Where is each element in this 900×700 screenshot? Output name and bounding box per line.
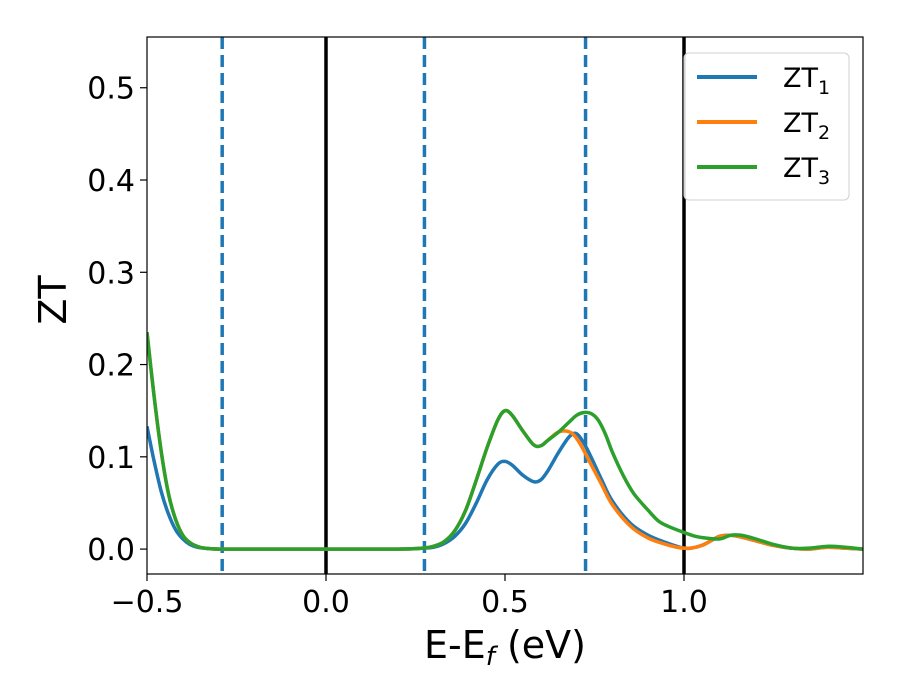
y-tick-label: 0.3 (87, 256, 135, 291)
y-axis-title: ZT (31, 275, 75, 325)
y-tick-label: 0.4 (87, 164, 135, 199)
x-tick-label: 0.5 (481, 585, 529, 620)
y-tick-label: 0.5 (87, 72, 135, 107)
legend-label-1: ZT1 (783, 63, 830, 99)
x-tick-label: 0.0 (302, 585, 350, 620)
y-axis-ticks: 0.0 0.1 0.2 0.3 0.4 0.5 (87, 72, 147, 568)
x-tick-label: −0.5 (111, 585, 184, 620)
series-line-3 (147, 332, 863, 551)
x-axis-ticks: −0.5 0.0 0.5 1.0 (111, 574, 708, 620)
series-lines (147, 332, 863, 551)
legend-label-3: ZT3 (783, 153, 830, 189)
legend-box (683, 52, 850, 201)
y-tick-label: 0.1 (87, 441, 135, 476)
legend-label-2: ZT2 (783, 108, 830, 144)
legend: ZT1 ZT2 ZT3 (683, 52, 850, 201)
x-tick-label: 1.0 (660, 585, 708, 620)
y-tick-label: 0.0 (87, 533, 135, 568)
reference-lines (220, 37, 686, 574)
series-line-1 (147, 426, 863, 551)
series-line-2 (147, 332, 863, 551)
x-axis-title: E-Ef (eV) (424, 623, 586, 672)
y-tick-label: 0.2 (87, 349, 135, 384)
